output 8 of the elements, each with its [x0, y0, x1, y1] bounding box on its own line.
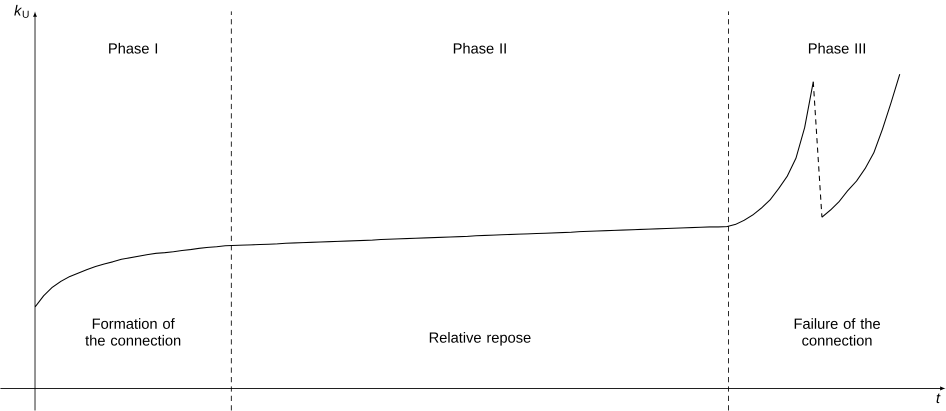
- y-axis-title: k$_{U}$: [14, 4, 29, 18]
- text: Phase I: [109, 42, 158, 54]
- x-axis-title: t: [936, 394, 940, 404]
- text: Phase III: [808, 42, 866, 54]
- annotation: Relative repose: [430, 332, 531, 346]
- annotation: Formation of the connection: [85, 318, 180, 346]
- text: Phase II: [454, 42, 506, 54]
- annotation: Failure of the connection: [794, 318, 880, 346]
